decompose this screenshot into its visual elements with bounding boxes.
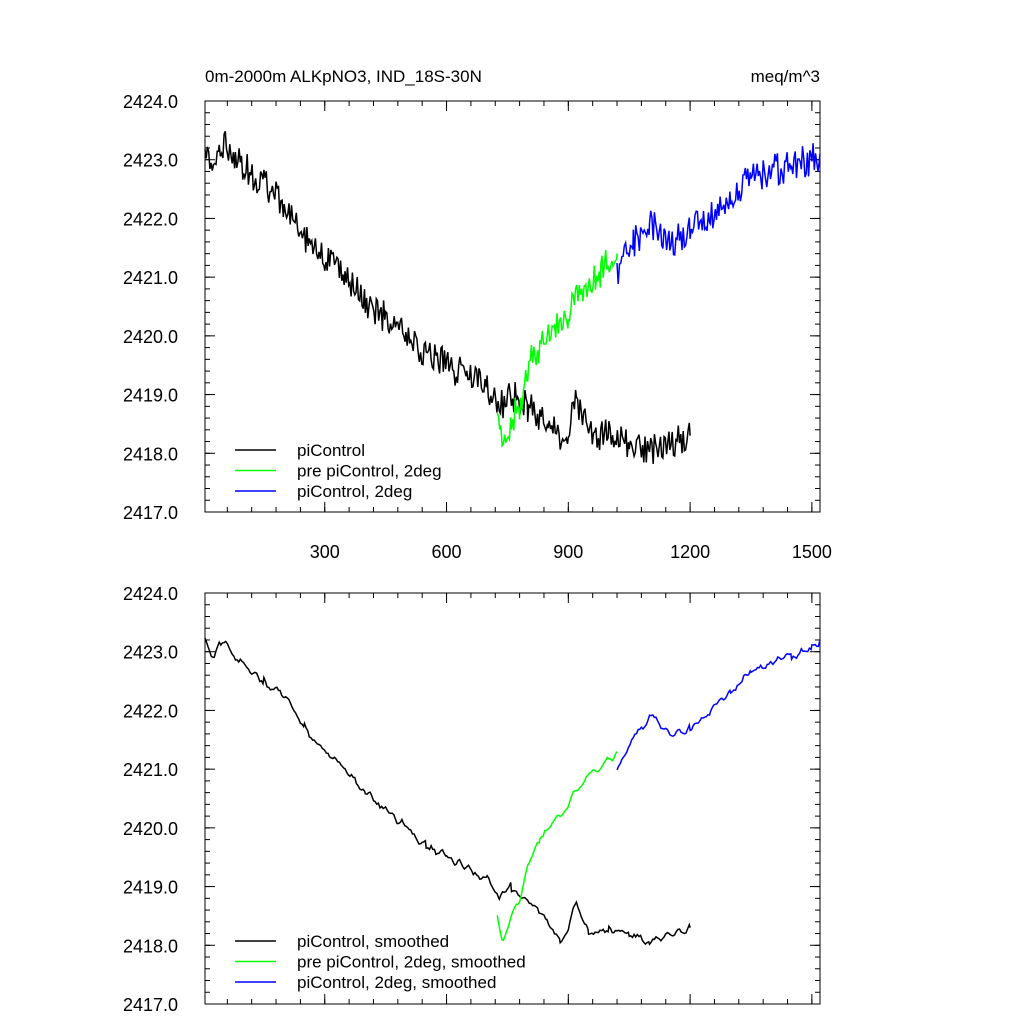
y-tick-label: 2421.0: [123, 760, 178, 780]
legend-label-picontrol: piControl: [297, 441, 365, 460]
y-tick-label: 2423.0: [123, 151, 178, 171]
y-tick-label: 2423.0: [123, 643, 178, 663]
legend-label-pre-picontrol-2deg: pre piControl, 2deg: [297, 462, 442, 481]
y-tick-label: 2419.0: [123, 878, 178, 898]
series-line-pre-picontrol-2deg: [496, 249, 618, 448]
series-line-picontrol-2deg-smoothed: [616, 639, 821, 771]
smoothed-timeseries-panel: 2417.0 2418.0 2419.0 2420.0 2421.0 2422.0 2423…: [123, 584, 821, 1015]
x-tick-label: 900: [553, 542, 583, 562]
y-tick-label: 2422.0: [123, 209, 178, 229]
y-tick-label: 2418.0: [123, 444, 178, 464]
legend-label-picontrol-2deg-smoothed: piControl, 2deg, smoothed: [297, 973, 496, 992]
y-tick-label: 2424.0: [123, 92, 178, 112]
x-tick-label: 1500: [792, 542, 832, 562]
y-tick-label: 2417.0: [123, 503, 178, 523]
y-tick-label: 2418.0: [123, 936, 178, 956]
legend-label-picontrol-smoothed: piControl, smoothed: [297, 932, 449, 951]
legend-label-picontrol-2deg: piControl, 2deg: [297, 482, 412, 501]
units-label: meq/m^3: [751, 67, 820, 86]
x-tick-label: 600: [432, 542, 462, 562]
plot-frame: [204, 100, 821, 513]
chart-title: 0m-2000m ALKpNO3, IND_18S-30N: [205, 67, 482, 86]
x-tick-label: 300: [310, 542, 340, 562]
y-tick-label: 2420.0: [123, 327, 178, 347]
y-tick-label: 2419.0: [123, 386, 178, 406]
series-line-picontrol-2deg: [616, 143, 821, 284]
series-line-pre-picontrol-2deg-smoothed: [496, 751, 618, 942]
y-tick-label: 2420.0: [123, 819, 178, 839]
series-line-picontrol-smoothed: [204, 637, 691, 946]
plot-frame: [204, 592, 821, 1005]
y-tick-label: 2421.0: [123, 268, 178, 288]
series-line-picontrol: [204, 131, 691, 464]
y-tick-label: 2422.0: [123, 701, 178, 721]
y-tick-label: 2424.0: [123, 584, 178, 604]
y-tick-label: 2417.0: [123, 995, 178, 1015]
x-tick-label: 1200: [670, 542, 710, 562]
legend-label-pre-picontrol-2deg-smoothed: pre piControl, 2deg, smoothed: [297, 953, 526, 972]
raw-timeseries-panel: 2417.0 2418.0 2419.0 2420.0 2421.0 2422.0 2423…: [123, 92, 832, 562]
